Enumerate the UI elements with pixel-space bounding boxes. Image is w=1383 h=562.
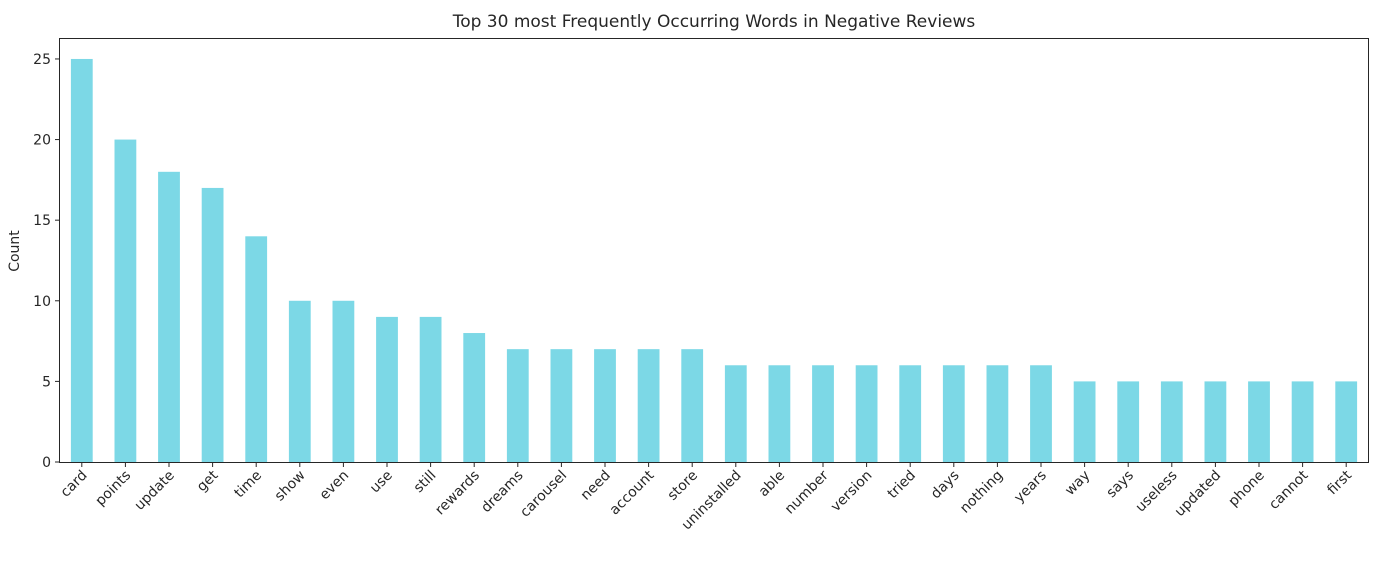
x-tick-label: says — [1103, 468, 1137, 502]
bar-still — [419, 316, 442, 462]
x-tick-label: years — [1011, 468, 1050, 507]
y-tick-label: 15 — [33, 213, 51, 229]
bar-card — [70, 58, 93, 463]
x-tick-label: show — [272, 468, 309, 505]
x-tick-label: need — [578, 468, 614, 504]
bar-get — [201, 187, 224, 462]
x-tick-label: account — [607, 467, 658, 518]
bar-uninstalled — [724, 365, 747, 462]
x-tick-label: updated — [1172, 468, 1224, 520]
x-tick-label: able — [756, 468, 789, 501]
bar-number — [812, 365, 834, 462]
x-tick-label: time — [231, 468, 265, 502]
x-tick-label: nothing — [957, 468, 1006, 517]
chart-title: Top 30 most Frequently Occurring Words i… — [452, 12, 976, 32]
bar-points — [114, 139, 137, 462]
x-tick-label: way — [1062, 468, 1093, 499]
bar-show — [288, 300, 311, 462]
x-tick-label: store — [665, 468, 701, 504]
bar-tried — [899, 365, 922, 462]
bar-first — [1335, 381, 1358, 462]
bar-able — [768, 365, 791, 462]
x-tick-label: points — [93, 468, 135, 510]
bar-account — [637, 349, 660, 462]
x-tick-label: days — [928, 468, 963, 503]
x-tick-label: cannot — [1266, 467, 1312, 513]
bar-carousel — [550, 349, 573, 462]
bar-even — [332, 300, 355, 462]
y-tick-label: 20 — [33, 133, 51, 149]
plot-frame — [59, 38, 1369, 463]
x-tick-label: version — [828, 468, 876, 516]
y-tick-label: 0 — [42, 455, 51, 471]
bar-phone — [1248, 381, 1270, 462]
bars-group — [70, 58, 1358, 463]
x-tick-label: card — [58, 468, 91, 501]
x-tick-label: tried — [885, 468, 919, 502]
x-tick-label: even — [317, 468, 353, 504]
bar-store — [681, 349, 704, 462]
bar-way — [1073, 381, 1096, 462]
x-tick-label: update — [132, 468, 178, 514]
bar-nothing — [986, 365, 1009, 462]
x-tick-label: number — [782, 467, 832, 517]
y-tick-label: 25 — [33, 52, 51, 68]
bar-update — [158, 171, 180, 462]
bar-useless — [1160, 381, 1183, 462]
x-tick-label: carousel — [517, 468, 570, 521]
bar-rewards — [463, 333, 486, 462]
y-tick-label: 10 — [33, 294, 51, 310]
y-axis-label: Count — [7, 230, 23, 272]
x-tick-label: use — [367, 468, 396, 497]
bar-updated — [1204, 381, 1227, 462]
y-axis-ticks: 0 5 10 15 20 25 — [33, 52, 60, 471]
bar-cannot — [1291, 381, 1314, 462]
bar-time — [245, 236, 268, 462]
bar-need — [594, 349, 616, 462]
x-tick-label: rewards — [432, 468, 483, 519]
x-tick-label: still — [411, 468, 440, 497]
bar-dreams — [506, 349, 529, 462]
bar-days — [942, 365, 965, 462]
bar-says — [1117, 381, 1140, 462]
bar-years — [1030, 365, 1052, 462]
x-tick-label: get — [194, 467, 222, 495]
x-tick-label: phone — [1226, 468, 1268, 510]
x-tick-label: first — [1324, 467, 1355, 498]
bar-version — [855, 365, 878, 462]
y-tick-label: 5 — [42, 374, 51, 390]
bar-use — [376, 316, 398, 462]
